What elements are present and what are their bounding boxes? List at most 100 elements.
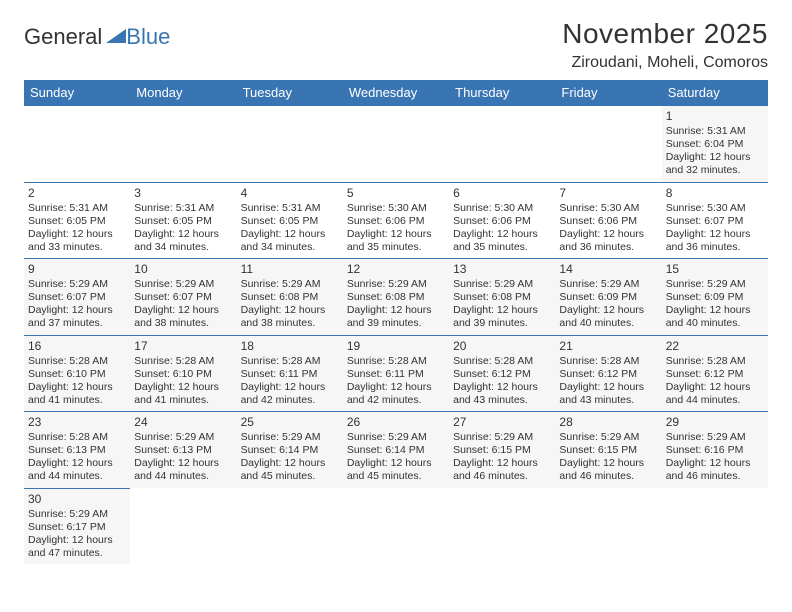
day-number: 4 (241, 186, 339, 201)
page-title: November 2025 (562, 18, 768, 50)
sunset-line: Sunset: 6:12 PM (666, 368, 764, 381)
day-number: 16 (28, 339, 126, 354)
calendar-cell (555, 488, 661, 564)
daylight-line: Daylight: 12 hours and 39 minutes. (347, 304, 445, 330)
day-number: 9 (28, 262, 126, 277)
calendar-cell: 5Sunrise: 5:30 AMSunset: 6:06 PMDaylight… (343, 182, 449, 259)
calendar-cell: 9Sunrise: 5:29 AMSunset: 6:07 PMDaylight… (24, 259, 130, 336)
calendar-cell: 8Sunrise: 5:30 AMSunset: 6:07 PMDaylight… (662, 182, 768, 259)
calendar-cell: 11Sunrise: 5:29 AMSunset: 6:08 PMDayligh… (237, 259, 343, 336)
sunset-line: Sunset: 6:07 PM (666, 215, 764, 228)
sunset-line: Sunset: 6:11 PM (241, 368, 339, 381)
sunrise-line: Sunrise: 5:31 AM (134, 202, 232, 215)
sunrise-line: Sunrise: 5:29 AM (241, 278, 339, 291)
daylight-line: Daylight: 12 hours and 33 minutes. (28, 228, 126, 254)
sunrise-line: Sunrise: 5:29 AM (347, 278, 445, 291)
sunrise-line: Sunrise: 5:29 AM (347, 431, 445, 444)
calendar-week: 9Sunrise: 5:29 AMSunset: 6:07 PMDaylight… (24, 259, 768, 336)
daylight-line: Daylight: 12 hours and 35 minutes. (453, 228, 551, 254)
day-header: Friday (555, 80, 661, 106)
calendar-cell: 18Sunrise: 5:28 AMSunset: 6:11 PMDayligh… (237, 335, 343, 412)
sunrise-line: Sunrise: 5:28 AM (347, 355, 445, 368)
day-number: 23 (28, 415, 126, 430)
calendar-cell: 23Sunrise: 5:28 AMSunset: 6:13 PMDayligh… (24, 412, 130, 489)
day-number: 17 (134, 339, 232, 354)
sunrise-line: Sunrise: 5:29 AM (453, 431, 551, 444)
calendar-cell: 27Sunrise: 5:29 AMSunset: 6:15 PMDayligh… (449, 412, 555, 489)
daylight-line: Daylight: 12 hours and 45 minutes. (347, 457, 445, 483)
calendar-week: 16Sunrise: 5:28 AMSunset: 6:10 PMDayligh… (24, 335, 768, 412)
sunrise-line: Sunrise: 5:29 AM (453, 278, 551, 291)
daylight-line: Daylight: 12 hours and 36 minutes. (559, 228, 657, 254)
day-number: 28 (559, 415, 657, 430)
calendar-cell (555, 106, 661, 183)
sunset-line: Sunset: 6:14 PM (347, 444, 445, 457)
daylight-line: Daylight: 12 hours and 44 minutes. (666, 381, 764, 407)
daylight-line: Daylight: 12 hours and 46 minutes. (453, 457, 551, 483)
header: General Blue November 2025 Ziroudani, Mo… (24, 18, 768, 72)
sunset-line: Sunset: 6:13 PM (134, 444, 232, 457)
day-number: 18 (241, 339, 339, 354)
calendar-cell (24, 106, 130, 183)
sunrise-line: Sunrise: 5:28 AM (666, 355, 764, 368)
daylight-line: Daylight: 12 hours and 40 minutes. (559, 304, 657, 330)
calendar-cell: 13Sunrise: 5:29 AMSunset: 6:08 PMDayligh… (449, 259, 555, 336)
calendar-cell: 25Sunrise: 5:29 AMSunset: 6:14 PMDayligh… (237, 412, 343, 489)
daylight-line: Daylight: 12 hours and 46 minutes. (666, 457, 764, 483)
sunset-line: Sunset: 6:12 PM (559, 368, 657, 381)
calendar-cell: 7Sunrise: 5:30 AMSunset: 6:06 PMDaylight… (555, 182, 661, 259)
logo-text-general: General (24, 24, 102, 50)
sunset-line: Sunset: 6:12 PM (453, 368, 551, 381)
calendar-cell: 1Sunrise: 5:31 AMSunset: 6:04 PMDaylight… (662, 106, 768, 183)
daylight-line: Daylight: 12 hours and 43 minutes. (453, 381, 551, 407)
sunrise-line: Sunrise: 5:29 AM (666, 278, 764, 291)
daylight-line: Daylight: 12 hours and 32 minutes. (666, 151, 764, 177)
calendar-cell: 17Sunrise: 5:28 AMSunset: 6:10 PMDayligh… (130, 335, 236, 412)
day-number: 27 (453, 415, 551, 430)
calendar-cell: 21Sunrise: 5:28 AMSunset: 6:12 PMDayligh… (555, 335, 661, 412)
sunset-line: Sunset: 6:06 PM (453, 215, 551, 228)
sunrise-line: Sunrise: 5:29 AM (666, 431, 764, 444)
calendar-cell (449, 106, 555, 183)
sunrise-line: Sunrise: 5:30 AM (559, 202, 657, 215)
sunrise-line: Sunrise: 5:31 AM (666, 125, 764, 138)
sunset-line: Sunset: 6:10 PM (28, 368, 126, 381)
sunrise-line: Sunrise: 5:31 AM (241, 202, 339, 215)
sunrise-line: Sunrise: 5:29 AM (28, 278, 126, 291)
calendar-week: 2Sunrise: 5:31 AMSunset: 6:05 PMDaylight… (24, 182, 768, 259)
sail-icon (106, 29, 126, 43)
daylight-line: Daylight: 12 hours and 36 minutes. (666, 228, 764, 254)
sunrise-line: Sunrise: 5:30 AM (347, 202, 445, 215)
daylight-line: Daylight: 12 hours and 34 minutes. (134, 228, 232, 254)
daylight-line: Daylight: 12 hours and 41 minutes. (134, 381, 232, 407)
sunset-line: Sunset: 6:09 PM (559, 291, 657, 304)
daylight-line: Daylight: 12 hours and 47 minutes. (28, 534, 126, 560)
day-number: 30 (28, 492, 126, 507)
day-number: 24 (134, 415, 232, 430)
sunset-line: Sunset: 6:09 PM (666, 291, 764, 304)
logo-text-blue: Blue (126, 24, 170, 50)
daylight-line: Daylight: 12 hours and 41 minutes. (28, 381, 126, 407)
daylight-line: Daylight: 12 hours and 44 minutes. (28, 457, 126, 483)
sunrise-line: Sunrise: 5:29 AM (559, 431, 657, 444)
sunrise-line: Sunrise: 5:29 AM (241, 431, 339, 444)
day-number: 5 (347, 186, 445, 201)
daylight-line: Daylight: 12 hours and 37 minutes. (28, 304, 126, 330)
calendar-cell (237, 488, 343, 564)
day-number: 29 (666, 415, 764, 430)
calendar-cell (343, 488, 449, 564)
daylight-line: Daylight: 12 hours and 39 minutes. (453, 304, 551, 330)
day-header: Thursday (449, 80, 555, 106)
daylight-line: Daylight: 12 hours and 44 minutes. (134, 457, 232, 483)
title-block: November 2025 Ziroudani, Moheli, Comoros (562, 18, 768, 72)
day-number: 3 (134, 186, 232, 201)
daylight-line: Daylight: 12 hours and 42 minutes. (347, 381, 445, 407)
day-number: 6 (453, 186, 551, 201)
day-header: Sunday (24, 80, 130, 106)
calendar-cell (237, 106, 343, 183)
sunrise-line: Sunrise: 5:29 AM (28, 508, 126, 521)
calendar-cell: 2Sunrise: 5:31 AMSunset: 6:05 PMDaylight… (24, 182, 130, 259)
day-header: Saturday (662, 80, 768, 106)
sunset-line: Sunset: 6:08 PM (347, 291, 445, 304)
sunset-line: Sunset: 6:06 PM (559, 215, 657, 228)
